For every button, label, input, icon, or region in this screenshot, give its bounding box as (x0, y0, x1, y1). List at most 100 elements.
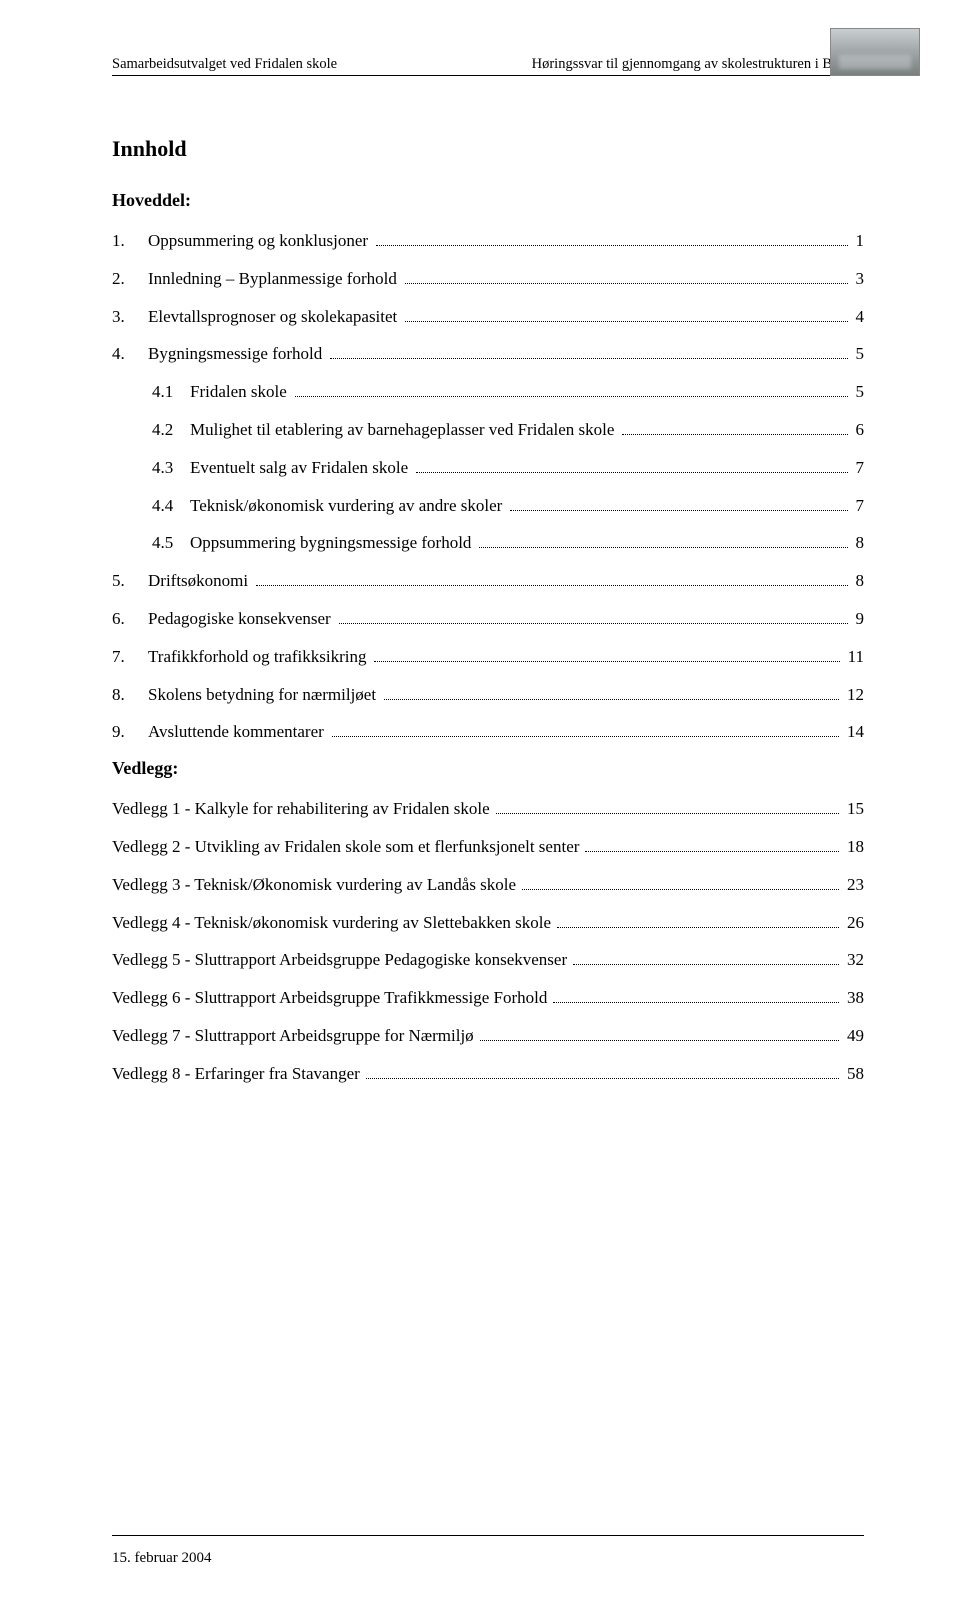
toc-row: 7.Trafikkforhold og trafikksikring11 (112, 645, 864, 669)
toc-number: 4.5 (152, 531, 190, 555)
toc-number: 1. (112, 229, 148, 253)
toc-leader (405, 308, 847, 322)
toc-row: 4.5Oppsummering bygningsmessige forhold 8 (112, 531, 864, 555)
toc-page-number: 8 (852, 569, 865, 593)
toc-page-number: 8 (852, 531, 865, 555)
footer-rule (112, 1535, 864, 1536)
toc-number: 5. (112, 569, 148, 593)
toc-row: Vedlegg 2 - Utvikling av Fridalen skole … (112, 835, 864, 859)
toc-label: Vedlegg 7 - Sluttrapport Arbeidsgruppe f… (112, 1024, 476, 1048)
toc-leader (295, 384, 848, 398)
toc-page-number: 23 (843, 873, 864, 897)
toc-row: 9.Avsluttende kommentarer 14 (112, 720, 864, 744)
toc-label: Vedlegg 6 - Sluttrapport Arbeidsgruppe T… (112, 986, 549, 1010)
toc-label: Avsluttende kommentarer (148, 720, 328, 744)
toc-row: 4.1Fridalen skole5 (112, 380, 864, 404)
toc-label: Trafikkforhold og trafikksikring (148, 645, 370, 669)
toc-label: Skolens betydning for nærmiljøet (148, 683, 380, 707)
toc-number: 4.4 (152, 494, 190, 518)
toc-label: Vedlegg 2 - Utvikling av Fridalen skole … (112, 835, 581, 859)
toc-row: Vedlegg 5 - Sluttrapport Arbeidsgruppe P… (112, 948, 864, 972)
vedlegg-heading: Vedlegg: (112, 758, 864, 779)
toc-page-number: 14 (843, 720, 864, 744)
toc-label: Oppsummering bygningsmessige forhold (190, 531, 475, 555)
toc-page-number: 32 (843, 948, 864, 972)
toc-leader (510, 497, 847, 511)
document-page: Samarbeidsutvalget ved Fridalen skole Hø… (0, 0, 960, 1623)
toc-row: 5.Driftsøkonomi 8 (112, 569, 864, 593)
toc-leader (557, 914, 839, 928)
toc-row: 4.3Eventuelt salg av Fridalen skole 7 (112, 456, 864, 480)
toc-leader (376, 232, 847, 246)
toc-label: Eventuelt salg av Fridalen skole (190, 456, 412, 480)
header-photo (830, 28, 920, 76)
toc-leader (496, 801, 839, 815)
toc-label: Elevtallsprognoser og skolekapasitet (148, 305, 401, 329)
header-right-text: Høringssvar til gjennomgang av skolestru… (532, 56, 864, 73)
toc-leader (384, 686, 839, 700)
toc-leader (622, 421, 847, 435)
toc-number: 7. (112, 645, 148, 669)
toc-page-number: 7 (852, 494, 865, 518)
page-header: Samarbeidsutvalget ved Fridalen skole Hø… (112, 56, 864, 76)
toc-label: Driftsøkonomi (148, 569, 252, 593)
toc-page-number: 38 (843, 986, 864, 1010)
toc-row: 4.Bygningsmessige forhold 5 (112, 342, 864, 366)
toc-leader (585, 838, 839, 852)
toc-number: 4.2 (152, 418, 190, 442)
toc-page-number: 18 (843, 835, 864, 859)
toc-leader (522, 876, 839, 890)
header-left-text: Samarbeidsutvalget ved Fridalen skole (112, 56, 337, 73)
toc-row: 6.Pedagogiske konsekvenser9 (112, 607, 864, 631)
toc-label: Oppsummering og konklusjoner (148, 229, 372, 253)
toc-number: 3. (112, 305, 148, 329)
footer-date: 15. februar 2004 (112, 1550, 864, 1567)
toc-page-number: 26 (843, 911, 864, 935)
toc-row: Vedlegg 1 - Kalkyle for rehabilitering a… (112, 797, 864, 821)
hoveddel-heading: Hoveddel: (112, 190, 864, 211)
toc-page-number: 5 (852, 342, 865, 366)
toc-page-number: 6 (852, 418, 865, 442)
toc-page-number: 1 (852, 229, 865, 253)
toc-number: 4.3 (152, 456, 190, 480)
toc-label: Vedlegg 1 - Kalkyle for rehabilitering a… (112, 797, 492, 821)
page-title: Innhold (112, 136, 864, 162)
toc-leader (332, 724, 839, 738)
toc-label: Vedlegg 5 - Sluttrapport Arbeidsgruppe P… (112, 948, 569, 972)
toc-label: Vedlegg 4 - Teknisk/økonomisk vurdering … (112, 911, 553, 935)
toc-label: Fridalen skole (190, 380, 291, 404)
toc-page-number: 49 (843, 1024, 864, 1048)
toc-row: Vedlegg 3 - Teknisk/Økonomisk vurdering … (112, 873, 864, 897)
toc-number: 9. (112, 720, 148, 744)
toc-label: Mulighet til etablering av barnehageplas… (190, 418, 618, 442)
toc-page-number: 4 (852, 305, 865, 329)
toc-row: Vedlegg 7 - Sluttrapport Arbeidsgruppe f… (112, 1024, 864, 1048)
toc-number: 4. (112, 342, 148, 366)
toc-label: Pedagogiske konsekvenser (148, 607, 335, 631)
toc-leader (366, 1065, 839, 1079)
toc-label: Teknisk/økonomisk vurdering av andre sko… (190, 494, 506, 518)
toc-page-number: 3 (852, 267, 865, 291)
toc-number: 8. (112, 683, 148, 707)
toc-row: Vedlegg 4 - Teknisk/økonomisk vurdering … (112, 911, 864, 935)
toc-leader (480, 1027, 839, 1041)
toc-row: Vedlegg 8 - Erfaringer fra Stavanger58 (112, 1062, 864, 1086)
toc-leader (416, 459, 847, 473)
toc-leader (330, 346, 847, 360)
toc-leader (374, 648, 839, 662)
toc-label: Innledning – Byplanmessige forhold (148, 267, 401, 291)
toc-main: 1.Oppsummering og konklusjoner12.Innledn… (112, 229, 864, 744)
toc-page-number: 15 (843, 797, 864, 821)
toc-page-number: 5 (852, 380, 865, 404)
toc-leader (256, 573, 847, 587)
toc-label: Vedlegg 3 - Teknisk/Økonomisk vurdering … (112, 873, 518, 897)
toc-leader (479, 535, 847, 549)
toc-page-number: 9 (852, 607, 865, 631)
toc-row: Vedlegg 6 - Sluttrapport Arbeidsgruppe T… (112, 986, 864, 1010)
toc-vedlegg: Vedlegg 1 - Kalkyle for rehabilitering a… (112, 797, 864, 1085)
page-footer: 15. februar 2004 (112, 1535, 864, 1567)
toc-page-number: 7 (852, 456, 865, 480)
toc-label: Bygningsmessige forhold (148, 342, 326, 366)
toc-leader (405, 270, 848, 284)
toc-row: 4.4Teknisk/økonomisk vurdering av andre … (112, 494, 864, 518)
